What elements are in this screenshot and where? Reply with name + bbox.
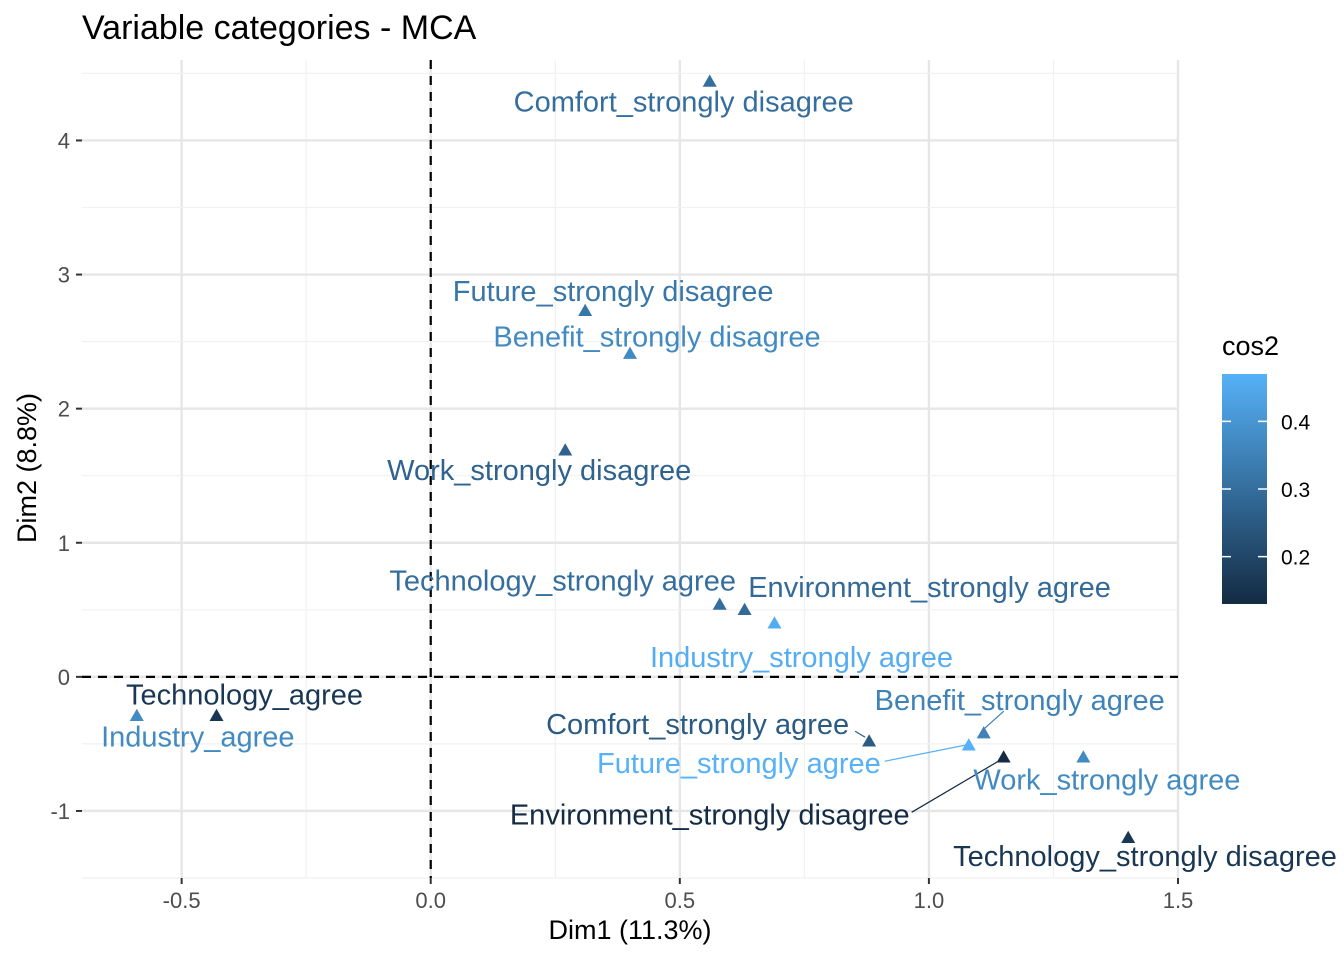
x-axis-title: Dim1 (11.3%) [548, 915, 711, 945]
leader-line [983, 710, 1005, 730]
point-label: Environment_strongly agree [748, 572, 1111, 604]
chart-title: Variable categories - MCA [82, 9, 477, 47]
data-point [1076, 750, 1091, 763]
reference-lines [82, 60, 1178, 878]
point-label: Comfort_strongly agree [546, 709, 849, 741]
point-label: Industry_agree [101, 722, 294, 754]
data-point [862, 734, 877, 747]
point-label: Technology_strongly disagree [953, 841, 1337, 873]
legend-tick-label: 0.2 [1281, 547, 1310, 570]
y-axis-title: Dim2 (8.8%) [12, 393, 42, 543]
point-labels: Comfort_strongly disagree Future_strongly… [101, 86, 1337, 872]
data-points [129, 74, 1136, 844]
leader-line [854, 730, 866, 738]
legend-tick-label: 0.3 [1281, 479, 1310, 502]
point-label: Technology_strongly agree [389, 565, 736, 597]
data-point [702, 74, 717, 87]
y-tick-label: 1 [58, 531, 70, 556]
y-tick-label: 2 [58, 397, 70, 422]
leader-line [911, 758, 1002, 813]
point-label: Technology_agree [126, 680, 363, 712]
leader-line [884, 744, 965, 762]
point-label: Environment_strongly disagree [510, 799, 910, 831]
data-point [578, 303, 593, 317]
data-point [976, 726, 991, 739]
y-tick-label: -1 [50, 799, 70, 824]
y-tick-label: 3 [58, 263, 70, 288]
x-tick-label: 1.5 [1163, 888, 1194, 913]
data-point [712, 597, 727, 610]
data-point [961, 738, 976, 751]
point-label: Industry_strongly agree [650, 642, 953, 674]
point-label: Comfort_strongly disagree [514, 86, 854, 118]
point-label: Future_strongly disagree [453, 276, 774, 308]
data-point [996, 750, 1011, 763]
point-label: Benefit_strongly agree [875, 685, 1165, 717]
legend-ticks: 0.2 0.3 0.4 [1222, 411, 1311, 570]
data-point [558, 443, 573, 456]
data-point [623, 346, 637, 359]
point-label: Work_strongly agree [973, 764, 1240, 796]
data-point [737, 602, 752, 616]
data-point [129, 708, 144, 721]
data-point [209, 708, 224, 721]
label-leader-lines [854, 710, 1005, 813]
x-tick-label: 0.5 [665, 888, 696, 913]
data-point [767, 616, 782, 629]
point-label: Benefit_strongly disagree [493, 322, 820, 354]
x-tick-label: 1.0 [914, 888, 945, 913]
y-tick-label: 0 [58, 665, 70, 690]
legend-title: cos2 [1222, 331, 1279, 361]
y-tick-label: 4 [58, 128, 70, 153]
x-tick-label: -0.5 [163, 888, 201, 913]
data-point [1121, 830, 1136, 844]
x-tick-label: 0.0 [415, 888, 446, 913]
point-label: Work_strongly disagree [387, 455, 691, 487]
legend: cos2 0.2 0.3 0.4 [1222, 331, 1311, 604]
axis-ticks: -0.5 0.0 0.5 1.0 1.5 -1 0 1 2 3 4 [50, 128, 1193, 913]
legend-tick-label: 0.4 [1281, 411, 1311, 434]
point-label: Future_strongly agree [597, 748, 881, 780]
